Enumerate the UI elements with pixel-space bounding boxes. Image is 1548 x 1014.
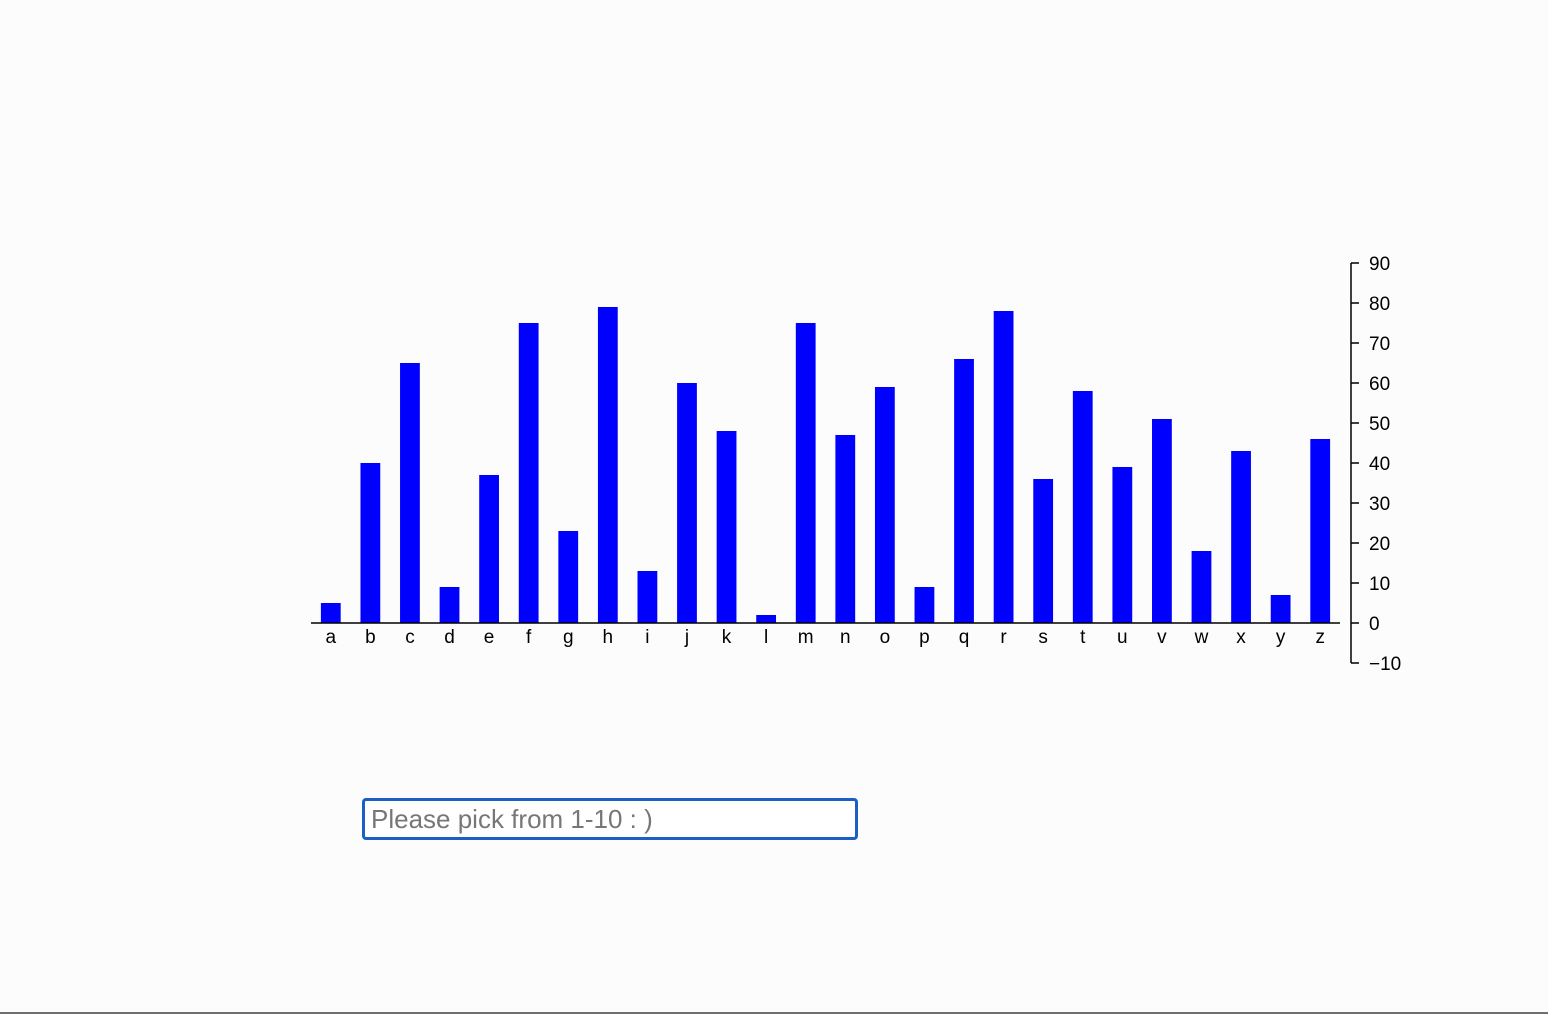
x-tick-label-w: w [1194, 627, 1209, 648]
number-pick-input[interactable] [362, 798, 858, 840]
bar-x [1231, 451, 1251, 623]
x-tick-label-x: x [1236, 627, 1246, 648]
y-tick-label: 70 [1369, 334, 1390, 355]
bar-s [1033, 479, 1054, 623]
bar-y [1270, 595, 1291, 623]
y-tick-label: 10 [1369, 574, 1390, 595]
x-tick-label-f: f [526, 627, 532, 648]
bar-l [756, 615, 777, 623]
bar-t [1072, 391, 1093, 623]
bar-q [954, 359, 974, 623]
x-tick-label-s: s [1038, 627, 1048, 648]
x-tick-label-p: p [919, 627, 930, 648]
x-tick-label-n: n [840, 627, 851, 648]
y-tick-label: 80 [1369, 294, 1390, 315]
y-tick-label: −10 [1369, 654, 1401, 675]
bar-r [993, 311, 1014, 623]
x-tick-label-q: q [959, 627, 970, 648]
y-tick-label: 40 [1369, 454, 1390, 475]
x-tick-label-v: v [1157, 627, 1167, 648]
bar-k [716, 431, 737, 623]
bar-d [439, 587, 460, 623]
bar-c [400, 363, 420, 623]
x-tick-label-k: k [722, 627, 732, 648]
bar-j [677, 383, 697, 623]
y-tick-label: 0 [1369, 614, 1380, 635]
bars-group [320, 307, 1331, 623]
x-tick-label-z: z [1315, 627, 1325, 648]
x-tick-label-j: j [684, 627, 689, 648]
bar-f [518, 323, 539, 623]
x-tick-label-t: t [1080, 627, 1086, 648]
x-tick-label-e: e [484, 627, 495, 648]
y-tick-label: 60 [1369, 374, 1390, 395]
x-tick-label-m: m [798, 627, 814, 648]
y-tick-label: 20 [1369, 534, 1390, 555]
x-tick-label-o: o [880, 627, 891, 648]
bar-e [479, 475, 499, 623]
x-tick-label-c: c [405, 627, 415, 648]
x-tick-label-u: u [1117, 627, 1128, 648]
bar-p [914, 587, 935, 623]
bar-m [795, 323, 816, 623]
bar-i [637, 571, 658, 623]
bar-n [835, 435, 856, 623]
bottom-border [0, 1012, 1548, 1014]
bar-u [1112, 467, 1133, 623]
x-tick-label-g: g [563, 627, 574, 648]
x-tick-label-b: b [365, 627, 376, 648]
bar-b [360, 463, 381, 623]
x-tick-label-i: i [645, 627, 649, 648]
x-tick-label-a: a [325, 627, 336, 648]
bar-a [320, 603, 341, 623]
y-ticks-group: −10 0 10 20 30 40 50 60 70 80 90 [1351, 254, 1401, 675]
bar-h [597, 307, 618, 623]
y-tick-label: 30 [1369, 494, 1390, 515]
x-tick-label-l: l [764, 627, 768, 648]
bar-z [1310, 439, 1331, 623]
bar-v [1152, 419, 1172, 623]
x-tick-label-d: d [444, 627, 455, 648]
x-tick-label-h: h [603, 627, 614, 648]
y-tick-label: 90 [1369, 254, 1390, 275]
bar-w [1191, 551, 1212, 623]
x-tick-label-y: y [1276, 627, 1286, 648]
x-tick-labels: a b c d e f g h i j k l m n o p q r s t u v w x y z [325, 627, 1324, 648]
y-tick-label: 50 [1369, 414, 1390, 435]
bar-g [558, 531, 579, 623]
x-tick-label-r: r [1000, 627, 1007, 648]
bar-o [874, 387, 895, 623]
